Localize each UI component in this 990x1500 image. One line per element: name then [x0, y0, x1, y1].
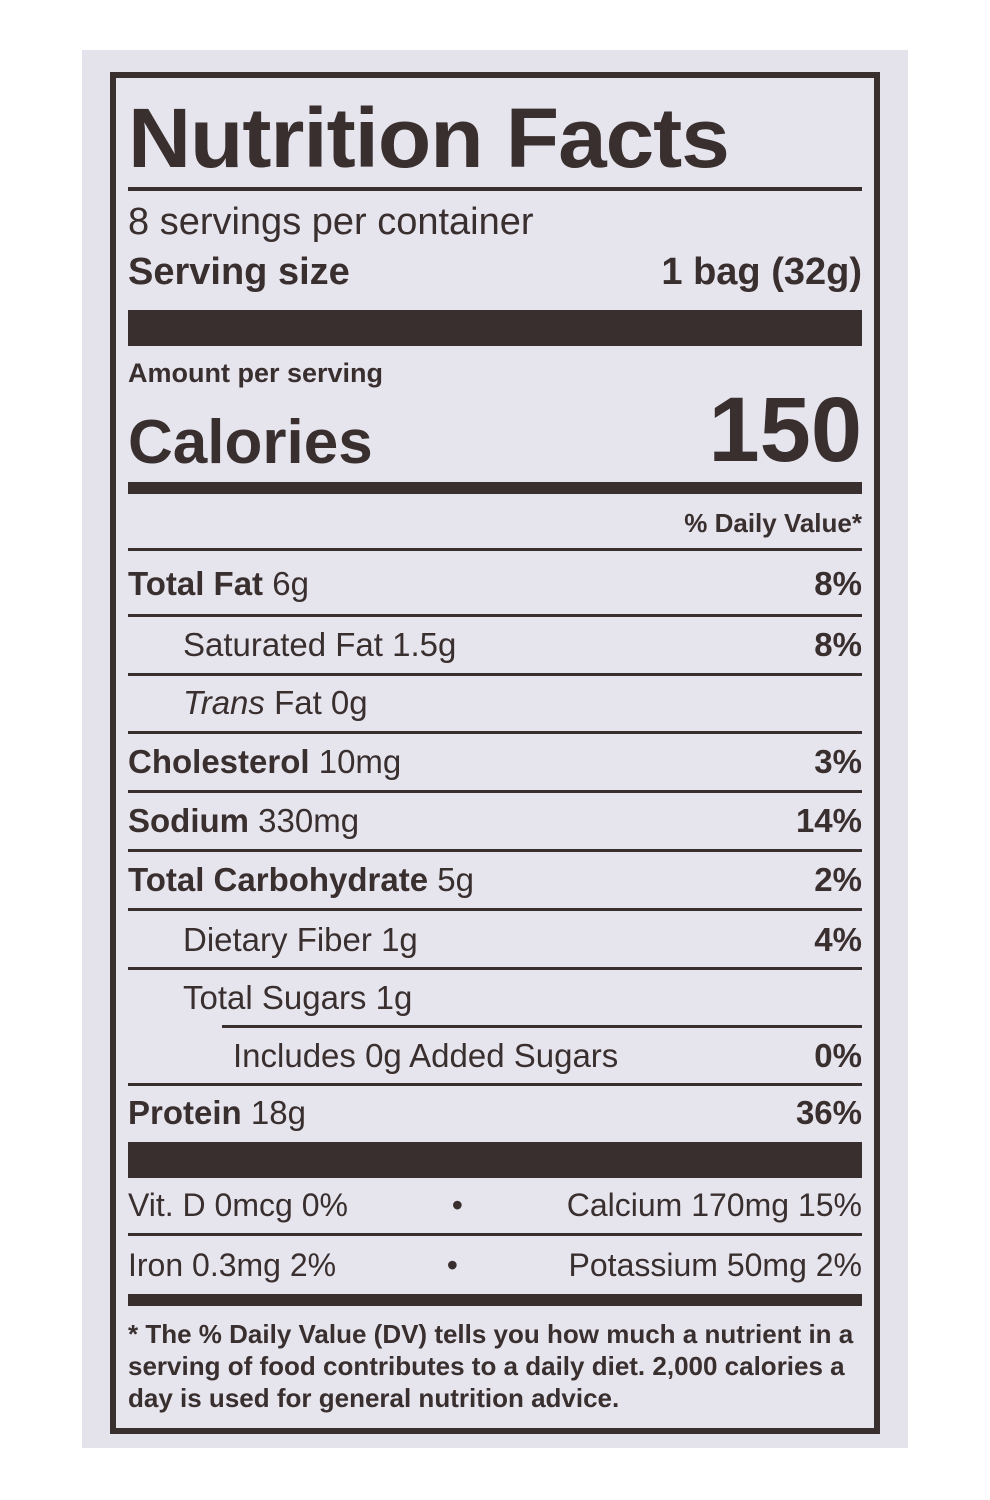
calories-value: 150: [708, 379, 863, 481]
nutrient-row-saturated-fat: Saturated Fat 1.5g 8%: [183, 626, 862, 663]
divider: [128, 187, 862, 191]
medium-divider: [128, 482, 862, 494]
vitamin-row: Iron 0.3mg 2% • Potassium 50mg 2%: [128, 1246, 862, 1283]
nutrient-row-sodium: Sodium 330mg 14%: [128, 802, 862, 839]
nutrient-row-total-carbohydrate: Total Carbohydrate 5g 2%: [128, 861, 862, 898]
serving-size-label: Serving size: [128, 251, 350, 293]
nutrient-row-trans-fat: Trans Fat 0g: [183, 684, 368, 721]
nutrient-row-added-sugars: Includes 0g Added Sugars 0%: [233, 1037, 862, 1074]
label-title: Nutrition Facts: [128, 91, 730, 185]
nutrient-row-dietary-fiber: Dietary Fiber 1g 4%: [183, 921, 862, 958]
thick-divider: [128, 310, 862, 346]
divider: [128, 548, 862, 551]
nutrient-row-cholesterol: Cholesterol 10mg 3%: [128, 743, 862, 780]
nutrient-row-total-sugars: Total Sugars 1g: [183, 979, 413, 1016]
nutrient-row-protein: Protein 18g 36%: [128, 1094, 862, 1131]
nutrient-row-total-fat: Total Fat 6g 8%: [128, 565, 862, 602]
daily-value-header: % Daily Value*: [684, 508, 862, 538]
serving-size-row: Serving size 1 bag (32g): [128, 250, 862, 294]
calories-row: Calories 150: [128, 378, 862, 478]
footnote: * The % Daily Value (DV) tells you how m…: [128, 1319, 854, 1413]
medium-divider: [128, 1294, 862, 1306]
vitamin-row: Vit. D 0mcg 0% • Calcium 170mg 15%: [128, 1186, 862, 1223]
serving-size-value: 1 bag (32g): [661, 251, 862, 293]
nutrition-facts-label: Nutrition Facts 8 servings per container…: [110, 72, 880, 1434]
calories-label: Calories: [128, 408, 373, 477]
servings-per-container: 8 servings per container: [128, 201, 534, 243]
amount-per-serving: Amount per serving: [128, 358, 384, 388]
thick-divider: [128, 1142, 862, 1178]
